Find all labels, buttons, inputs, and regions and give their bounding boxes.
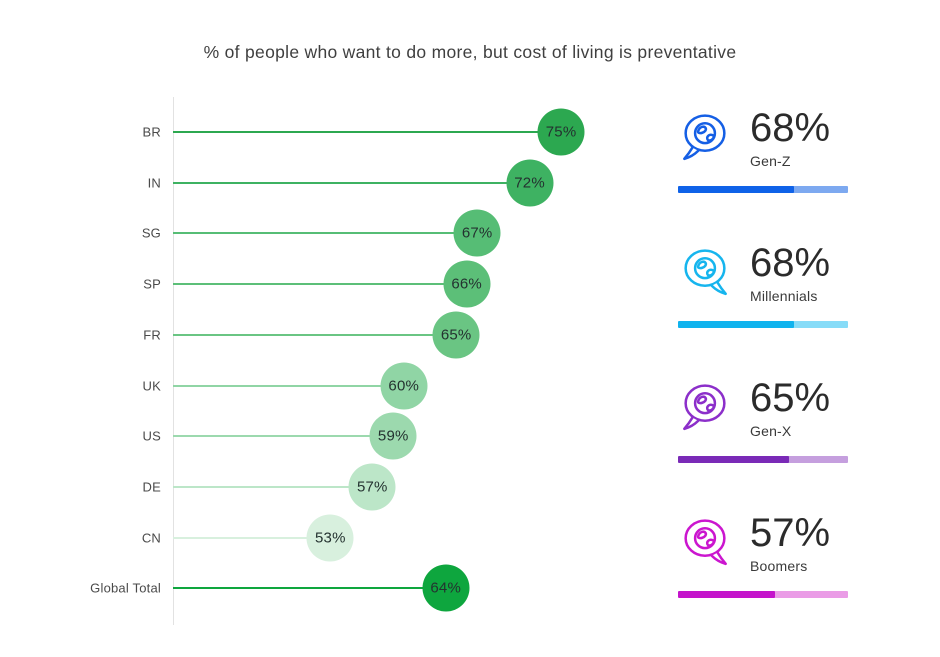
row-label: BR: [142, 124, 161, 140]
row-label: US: [142, 428, 161, 444]
generation-progress-fill: [678, 321, 794, 328]
chart-title: % of people who want to do more, but cos…: [203, 42, 737, 62]
lollipop-dot: 65%: [432, 311, 480, 359]
lollipop-chart: BR 75% IN 72% SG 67% SP 66% FR 65% UK 60% US 59% DE 57%…: [90, 97, 603, 625]
lollipop-stem: [173, 232, 478, 235]
lollipop-stem: [173, 587, 446, 590]
row-label: SP: [143, 276, 161, 292]
lollipop-dot: 60%: [380, 362, 428, 409]
speech-bubble-globe-icon: [678, 513, 732, 572]
generation-text: 68% Millennials: [750, 241, 830, 304]
lollipop-dot: 67%: [453, 209, 501, 257]
lollipop-stem: [173, 536, 331, 539]
generation-header: 68% Millennials: [678, 241, 848, 304]
generation-panel: 68% Gen-Z 68% Millennials 65% Gen-X 57% Boomers: [678, 106, 848, 616]
generation-label: Gen-Z: [750, 153, 791, 169]
row-label: IN: [147, 175, 161, 191]
generation-header: 68% Gen-Z: [678, 106, 848, 169]
generation-progress-bar: [678, 186, 848, 193]
generation-label: Gen-X: [750, 423, 792, 439]
generation-label: Millennials: [750, 288, 818, 304]
lollipop-dot: 72%: [506, 159, 554, 207]
lollipop-stem: [173, 384, 404, 387]
lollipop-stem: [173, 131, 562, 133]
lollipop-stem: [173, 333, 457, 336]
generation-header: 65% Gen-X: [678, 376, 848, 439]
speech-bubble-globe-icon: [678, 108, 732, 167]
lollipop-stem: [173, 435, 394, 438]
speech-bubble-globe-icon: [678, 243, 732, 302]
lollipop-dot: 57%: [348, 463, 396, 511]
generation-text: 57% Boomers: [750, 511, 830, 574]
generation-value: 57%: [750, 511, 831, 555]
generation-progress-bar: [678, 321, 848, 328]
lollipop-dot: 64%: [422, 564, 470, 612]
generation-group: 68% Gen-Z: [678, 106, 848, 206]
y-axis-line: [173, 97, 174, 625]
lollipop-dot: 59%: [369, 412, 417, 460]
generation-progress-fill: [678, 591, 775, 598]
lollipop-stem: [173, 485, 373, 488]
generation-text: 65% Gen-X: [750, 376, 830, 439]
generation-progress-fill: [678, 186, 794, 193]
row-label: Global Total: [90, 580, 161, 596]
lollipop-dot: 75%: [537, 108, 585, 156]
generation-progress-bar: [678, 591, 848, 598]
generation-header: 57% Boomers: [678, 511, 848, 574]
row-label: DE: [142, 479, 161, 495]
lollipop-dot: 53%: [306, 514, 354, 562]
generation-group: 65% Gen-X: [678, 376, 848, 476]
generation-text: 68% Gen-Z: [750, 106, 830, 169]
row-label: UK: [142, 378, 161, 393]
generation-group: 68% Millennials: [678, 241, 848, 341]
generation-label: Boomers: [750, 558, 808, 574]
generation-progress-bar: [678, 456, 848, 463]
generation-value: 65%: [750, 376, 831, 420]
generation-value: 68%: [750, 241, 831, 285]
lollipop-stem: [173, 283, 467, 286]
lollipop-dot: 66%: [443, 260, 491, 308]
row-label: SG: [141, 225, 161, 241]
row-label: CN: [141, 530, 161, 546]
generation-group: 57% Boomers: [678, 511, 848, 611]
generation-value: 68%: [750, 106, 831, 150]
generation-progress-fill: [678, 456, 789, 463]
row-label: FR: [143, 327, 161, 343]
speech-bubble-globe-icon: [678, 378, 732, 437]
lollipop-stem: [173, 181, 530, 184]
